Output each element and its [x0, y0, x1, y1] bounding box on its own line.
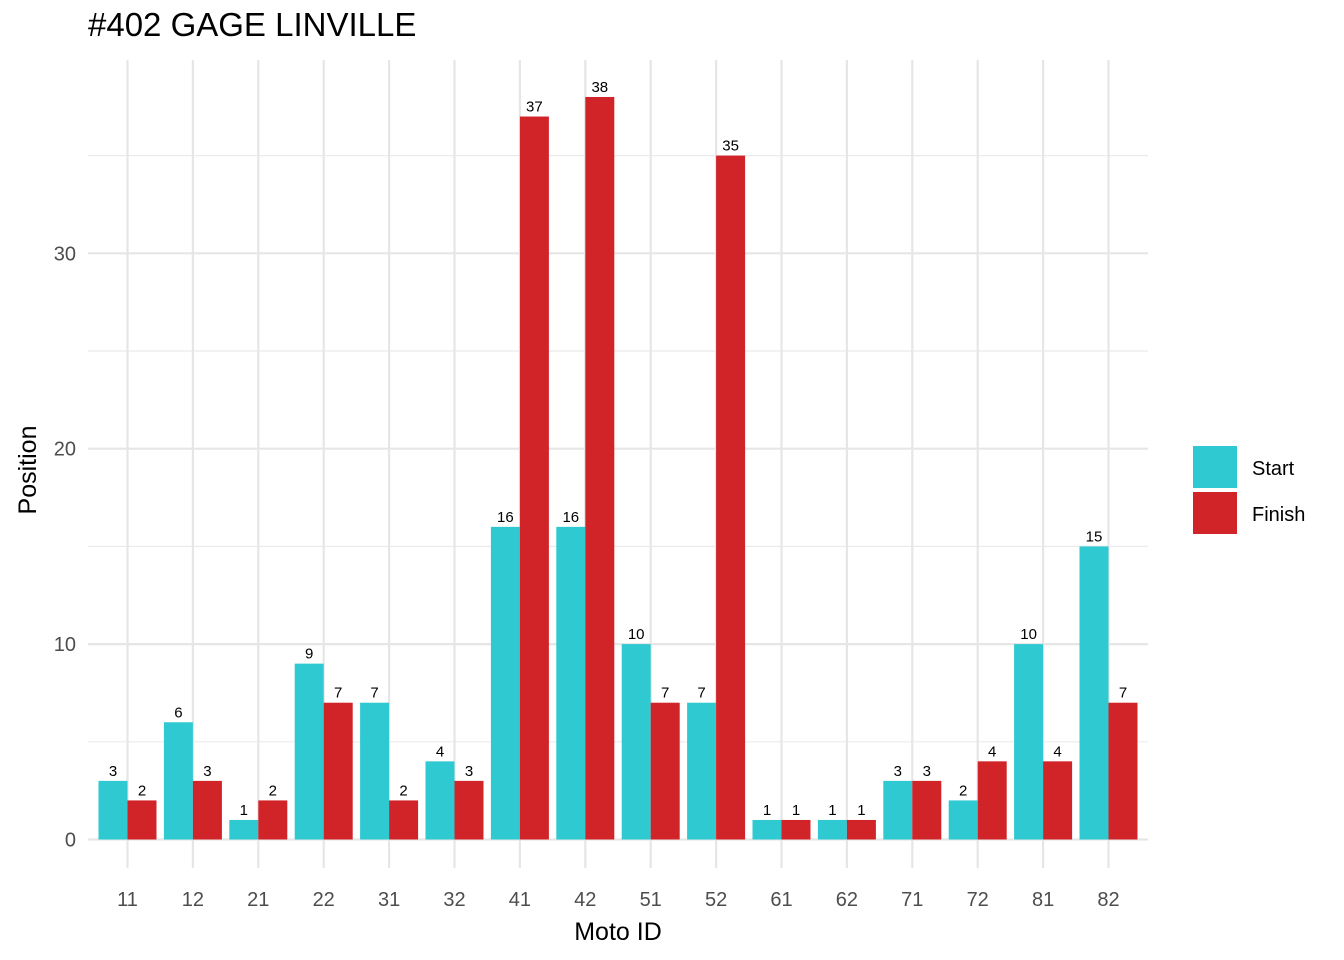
data-label-start-31: 7: [370, 685, 378, 702]
data-label-finish-42: 38: [591, 79, 608, 96]
data-label-start-12: 6: [174, 704, 182, 721]
bar-start-31: [360, 702, 390, 840]
bar-start-21: [229, 819, 259, 840]
data-label-finish-71: 3: [923, 763, 931, 780]
bar-start-41: [490, 526, 520, 840]
bar-finish-32: [454, 780, 484, 840]
data-label-start-41: 16: [497, 509, 514, 526]
x-tick-label: 32: [443, 889, 465, 911]
bar-start-52: [687, 702, 717, 840]
data-label-finish-41: 37: [526, 99, 543, 116]
x-tick-label: 62: [836, 889, 858, 911]
bar-start-32: [425, 761, 455, 840]
bar-start-11: [98, 780, 128, 840]
x-axis-title: Moto ID: [574, 918, 662, 946]
bar-finish-31: [389, 800, 419, 840]
data-label-start-72: 2: [959, 782, 967, 799]
data-label-finish-12: 3: [203, 763, 211, 780]
data-label-start-42: 16: [562, 509, 579, 526]
x-tick-label: 82: [1097, 889, 1119, 911]
y-tick-label: 0: [65, 830, 76, 852]
bars: [98, 96, 1138, 840]
bar-finish-12: [192, 780, 222, 840]
data-label-finish-32: 3: [465, 763, 473, 780]
x-tick-label: 61: [770, 889, 792, 911]
x-tick-label: 81: [1032, 889, 1054, 911]
legend-label-start: Start: [1252, 458, 1295, 480]
data-label-start-81: 10: [1020, 626, 1037, 643]
y-axis-ticks: 0 10 20 30: [54, 243, 76, 851]
bar-start-62: [817, 819, 847, 840]
chart-title: #402 GAGE LINVILLE: [88, 6, 417, 43]
bar-finish-21: [258, 800, 288, 840]
data-label-finish-61: 1: [792, 802, 800, 819]
bar-start-72: [948, 800, 978, 840]
data-label-finish-51: 7: [661, 685, 669, 702]
x-tick-label: 52: [705, 889, 727, 911]
data-label-start-22: 9: [305, 646, 313, 663]
data-label-start-82: 15: [1086, 528, 1103, 545]
x-tick-label: 21: [247, 889, 269, 911]
bar-start-82: [1079, 546, 1109, 840]
bar-finish-61: [781, 819, 811, 840]
y-tick-label: 30: [54, 243, 76, 265]
x-tick-label: 12: [182, 889, 204, 911]
x-tick-label: 11: [117, 889, 138, 911]
y-tick-label: 10: [54, 634, 76, 656]
bar-finish-72: [977, 761, 1007, 840]
data-label-finish-21: 2: [269, 782, 277, 799]
data-label-finish-52: 35: [722, 138, 739, 155]
data-label-start-21: 1: [240, 802, 248, 819]
data-label-finish-81: 4: [1053, 743, 1061, 760]
bar-start-81: [1014, 644, 1044, 840]
bar-finish-41: [519, 116, 549, 840]
bar-finish-42: [585, 96, 615, 840]
data-label-finish-62: 1: [857, 802, 865, 819]
x-tick-label: 71: [901, 889, 923, 911]
data-label-finish-72: 4: [988, 743, 996, 760]
bar-start-42: [556, 526, 586, 840]
bar-start-12: [163, 722, 193, 840]
x-tick-label: 41: [509, 889, 531, 911]
legend-key-start: [1193, 446, 1237, 488]
bar-finish-52: [716, 155, 746, 840]
bar-finish-11: [127, 800, 157, 840]
bar-finish-71: [912, 780, 942, 840]
data-label-start-51: 10: [628, 626, 645, 643]
legend-key-finish: [1193, 492, 1237, 534]
bar-start-61: [752, 819, 782, 840]
x-tick-label: 72: [967, 889, 989, 911]
bar-finish-81: [1043, 761, 1073, 840]
x-tick-label: 22: [313, 889, 335, 911]
bar-finish-62: [846, 819, 876, 840]
x-axis-ticks: 11 12 21 22 31 32 41 42 51 52 61 62 71 72 81 82: [117, 889, 1120, 911]
x-tick-label: 31: [378, 889, 400, 911]
legend: Start Finish: [1193, 446, 1305, 534]
y-tick-label: 20: [54, 439, 76, 461]
data-label-finish-11: 2: [138, 782, 146, 799]
bar-start-22: [294, 663, 324, 840]
bar-start-51: [621, 644, 651, 840]
data-label-start-62: 1: [828, 802, 836, 819]
data-label-start-61: 1: [763, 802, 771, 819]
bar-start-71: [883, 780, 913, 840]
bar-finish-22: [323, 702, 353, 840]
data-label-finish-82: 7: [1119, 685, 1127, 702]
y-axis-title: Position: [14, 426, 42, 515]
bar-finish-51: [650, 702, 680, 840]
legend-label-finish: Finish: [1252, 504, 1305, 526]
data-label-finish-22: 7: [334, 685, 342, 702]
bar-finish-82: [1108, 702, 1138, 840]
x-tick-label: 51: [640, 889, 662, 911]
data-label-start-52: 7: [697, 685, 705, 702]
data-labels: 3 6 1 9 7 4 16 16 10 7 1 1 3 2 10 15 2 3 2 7 2 3 37 38 7 35 1 1 3 4 4 7: [109, 79, 1127, 819]
data-label-start-32: 4: [436, 743, 444, 760]
x-tick-label: 42: [574, 889, 596, 911]
data-label-start-71: 3: [894, 763, 902, 780]
data-label-start-11: 3: [109, 763, 117, 780]
data-label-finish-31: 2: [399, 782, 407, 799]
